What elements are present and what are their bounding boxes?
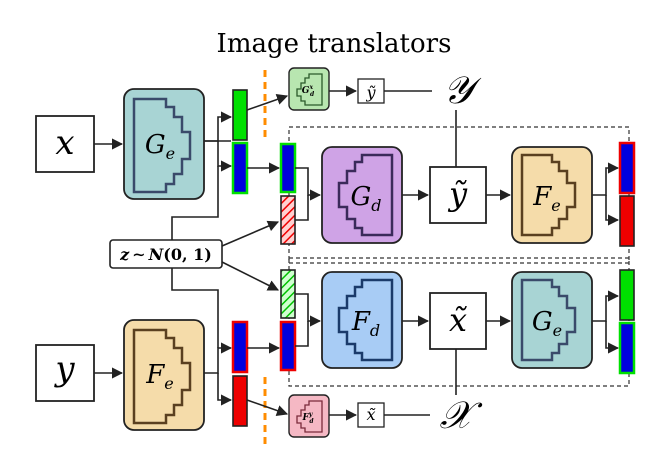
encoder-ge-block: Ge: [123, 88, 205, 200]
noise-dist: N: [148, 245, 165, 264]
svg-text:Fd: Fd: [351, 307, 380, 340]
translated-x-label: x̃: [449, 301, 468, 339]
translator-region-top: [288, 126, 630, 264]
decoder-gd-sub: d: [371, 196, 381, 215]
translated-y-label: ỹ: [447, 175, 468, 213]
staircase-decoder-icon: [337, 278, 394, 362]
staircase-decoder-icon: [296, 400, 323, 433]
encoder-fe-sub: e: [164, 374, 173, 393]
encoder-fe-block: Fe: [123, 319, 205, 431]
encoder-fe-t-label: F: [532, 182, 552, 212]
staircase-encoder-icon: [132, 97, 192, 194]
svg-text:Fe: Fe: [532, 182, 561, 215]
decoder-fd-sub: d: [370, 321, 380, 340]
decoder-gd-label: G: [350, 182, 371, 212]
svg-text:Fyd: Fy d: [301, 411, 314, 425]
noise-sim: ∼: [132, 245, 145, 264]
input-y-box: y: [35, 344, 95, 402]
encoder-ge-translator-block: Ge: [511, 271, 593, 369]
decoder-gd-block: Gd: [321, 146, 403, 244]
diagram-title: Image translators: [217, 29, 452, 59]
domain-y-label: 𝒴: [443, 68, 482, 112]
svg-text:Ge: Ge: [532, 307, 562, 340]
mini-generator-top: Gx d: [288, 67, 330, 111]
mini-output-top: ỹ: [357, 78, 385, 104]
mini-generator-bottom: Fy d: [288, 394, 330, 438]
noise-input-box: z ∼ N(0, 1): [109, 239, 223, 269]
latent-code-red-bottom: [232, 375, 248, 427]
domain-x-label: 𝒳: [440, 393, 483, 437]
decoder-fd-block: Fd: [321, 271, 403, 369]
mini-bottom-label: F: [301, 413, 309, 423]
style-code-blue-top: [279, 142, 297, 194]
staircase-decoder-icon: [296, 73, 323, 106]
noise-code-green-hatched: [280, 269, 296, 319]
encoder-ge-t-sub: e: [553, 321, 562, 340]
encoder-fe-translator-block: Fe: [511, 146, 593, 244]
noise-params: (0, 1): [163, 245, 212, 264]
latent-code-blue-bottom: [231, 320, 249, 374]
noise-code-red-hatched: [280, 195, 296, 245]
output-code-green-bottom: [619, 269, 635, 321]
mini-bottom-sup: y: [308, 411, 313, 418]
output-code-blue-top: [618, 141, 636, 195]
mini-bottom-out: x̃: [366, 405, 375, 424]
input-x-box: x: [35, 115, 95, 173]
translated-x-box: x̃: [429, 292, 487, 350]
staircase-encoder-icon: [520, 278, 577, 362]
svg-text:Fe: Fe: [145, 360, 174, 393]
encoder-fe-t-sub: e: [551, 196, 560, 215]
mini-top-sub: d: [310, 91, 315, 98]
encoder-ge-t-label: G: [532, 307, 553, 337]
style-code-blue-bottom: [279, 320, 297, 372]
mini-bottom-sub: d: [309, 418, 314, 425]
svg-text:Gd: Gd: [350, 182, 381, 215]
output-code-blue-bottom: [618, 321, 636, 375]
staircase-encoder-icon: [520, 153, 577, 237]
output-code-red-top: [619, 195, 635, 247]
input-x-label: x: [55, 123, 74, 163]
decoder-fd-label: F: [351, 307, 371, 337]
noise-z: z: [119, 245, 130, 264]
svg-text:z∼N(0, 1): z ∼ N(0, 1): [119, 245, 212, 264]
encoder-fe-label: F: [145, 360, 165, 390]
translated-y-box: ỹ: [429, 166, 487, 224]
mini-top-sup: x: [308, 84, 313, 91]
latent-code-blue-top: [231, 141, 249, 195]
staircase-decoder-icon: [337, 153, 394, 237]
svg-text:Gxd: Gx d: [302, 84, 315, 98]
svg-text:Ge: Ge: [145, 130, 175, 163]
mini-top-label: G: [302, 86, 310, 96]
staircase-encoder-icon: [132, 328, 192, 425]
mini-top-out: ỹ: [365, 83, 376, 102]
input-y-label: y: [53, 349, 75, 389]
encoder-ge-sub: e: [166, 144, 175, 163]
encoder-ge-label: G: [145, 130, 166, 160]
latent-code-green-top: [232, 89, 248, 141]
mini-output-bottom: x̃: [357, 402, 385, 428]
